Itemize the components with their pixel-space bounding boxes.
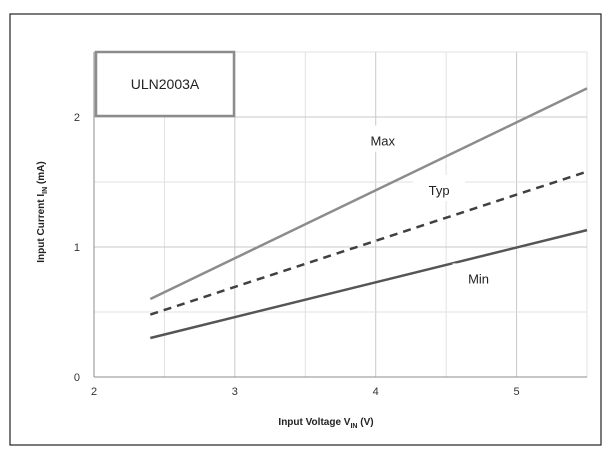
series-label-background xyxy=(452,263,505,290)
x-tick-label: 5 xyxy=(514,386,520,398)
y-axis-title: Input Current IIN (mA) xyxy=(36,161,49,262)
x-tick-label: 2 xyxy=(91,386,97,398)
x-axis-title: Input Voltage VIN (V) xyxy=(278,417,373,430)
series-label-max: Max xyxy=(370,134,395,149)
series-labels: Max Typ Min xyxy=(356,125,505,290)
x-axis-title-main: Input Voltage V xyxy=(278,417,350,428)
series-label-min: Min xyxy=(468,271,489,286)
x-tick-label: 4 xyxy=(373,386,379,398)
legend-box-frame xyxy=(94,50,236,118)
series-lines xyxy=(149,87,588,340)
series-label-background xyxy=(356,125,409,152)
series-label-background xyxy=(413,175,466,201)
series-line-max xyxy=(149,87,588,301)
y-tick-label: 0 xyxy=(74,372,80,384)
series-label-typ: Typ xyxy=(429,183,450,198)
series-line-typ xyxy=(149,170,588,316)
x-tick-label: 3 xyxy=(232,386,238,398)
y-axis-title-unit: (mA) xyxy=(36,161,47,187)
y-tick-label: 2 xyxy=(74,112,80,124)
legend-box-text: ULN2003A xyxy=(131,76,200,92)
legend-box: ULN2003A xyxy=(94,50,236,118)
x-axis-title-unit: (V) xyxy=(357,417,373,428)
series-line-min xyxy=(150,228,588,340)
y-tick-label: 1 xyxy=(74,242,80,254)
y-axis-title-main: Input Current I xyxy=(36,194,47,263)
y-axis-title-subscript: IN xyxy=(42,187,49,194)
x-axis-title-subscript: IN xyxy=(350,423,357,430)
axes: 2 3 4 5 0 1 2 xyxy=(74,52,587,398)
